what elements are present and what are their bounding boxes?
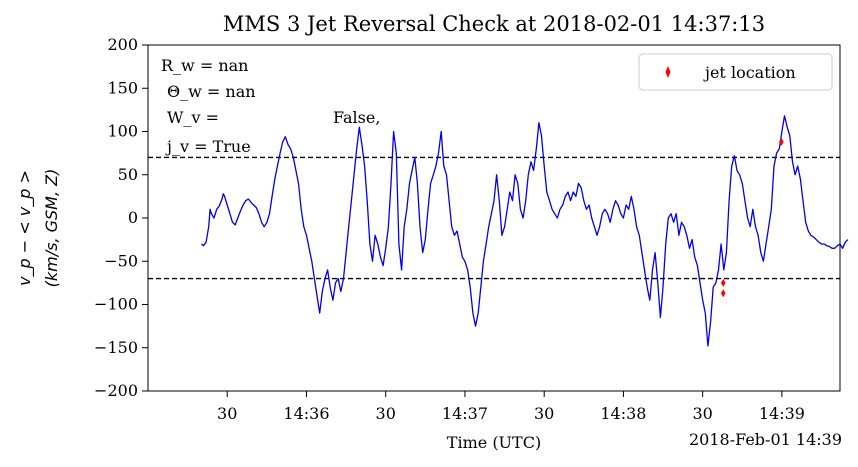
annotation-wv: W_v = (167, 108, 219, 127)
y-axis-label-line2: (km/s, GSM, Z) (42, 169, 61, 288)
y-tick-label: 200 (107, 35, 138, 54)
annotation-theta: Θ_w = nan (167, 82, 256, 101)
x-tick-label: 30 (376, 404, 396, 423)
jet-markers (720, 137, 784, 298)
jet-marker (720, 278, 726, 287)
annotation-wv-tail: False, (333, 108, 380, 127)
series-group (200, 115, 849, 347)
y-tick-label: −200 (94, 381, 138, 400)
y-axis-ticks: −200 −150 −100 −50 0 50 100 150 200 (94, 35, 148, 400)
legend: jet location (638, 53, 833, 91)
x-tick-label: 30 (217, 404, 237, 423)
x-tick-label: 30 (692, 404, 712, 423)
jet-marker (720, 289, 726, 298)
legend-label-jet-location: jet location (703, 63, 796, 82)
x-tick-label: 14:36 (283, 404, 329, 423)
y-tick-label: −150 (94, 338, 138, 357)
x-axis-ticks: 30 14:36 30 14:37 30 14:38 30 14:39 (217, 391, 805, 423)
y-axis-label: v_p − < v_p > (km/s, GSM, Z) (15, 169, 61, 288)
legend-marker-icon (665, 66, 671, 78)
x-axis-label: Time (UTC) (447, 433, 541, 452)
x-tick-label: 14:37 (442, 404, 488, 423)
chart-title: MMS 3 Jet Reversal Check at 2018-02-01 1… (223, 12, 765, 36)
x-tick-label: 30 (534, 404, 554, 423)
y-tick-label: −50 (104, 251, 138, 270)
x-offset-label: 2018-Feb-01 14:39 (689, 430, 842, 449)
annotation-box: R_w = nan Θ_w = nan W_v = False, j_v = T… (161, 56, 380, 156)
x-tick-label: 14:38 (600, 404, 646, 423)
y-tick-label: 0 (128, 208, 138, 227)
x-tick-label: 14:39 (759, 404, 805, 423)
threshold-lines (148, 156, 840, 280)
y-tick-label: 150 (107, 78, 138, 97)
annotation-rw: R_w = nan (161, 56, 248, 75)
y-tick-label: 100 (107, 122, 138, 141)
annotation-jv: j_v = True (165, 137, 251, 156)
y-tick-label: 50 (118, 165, 138, 184)
legend-box (638, 53, 833, 91)
y-tick-label: −100 (94, 295, 138, 314)
jet-marker (779, 137, 784, 146)
y-axis-label-line1: v_p − < v_p > (15, 170, 35, 286)
series-line (200, 115, 849, 347)
